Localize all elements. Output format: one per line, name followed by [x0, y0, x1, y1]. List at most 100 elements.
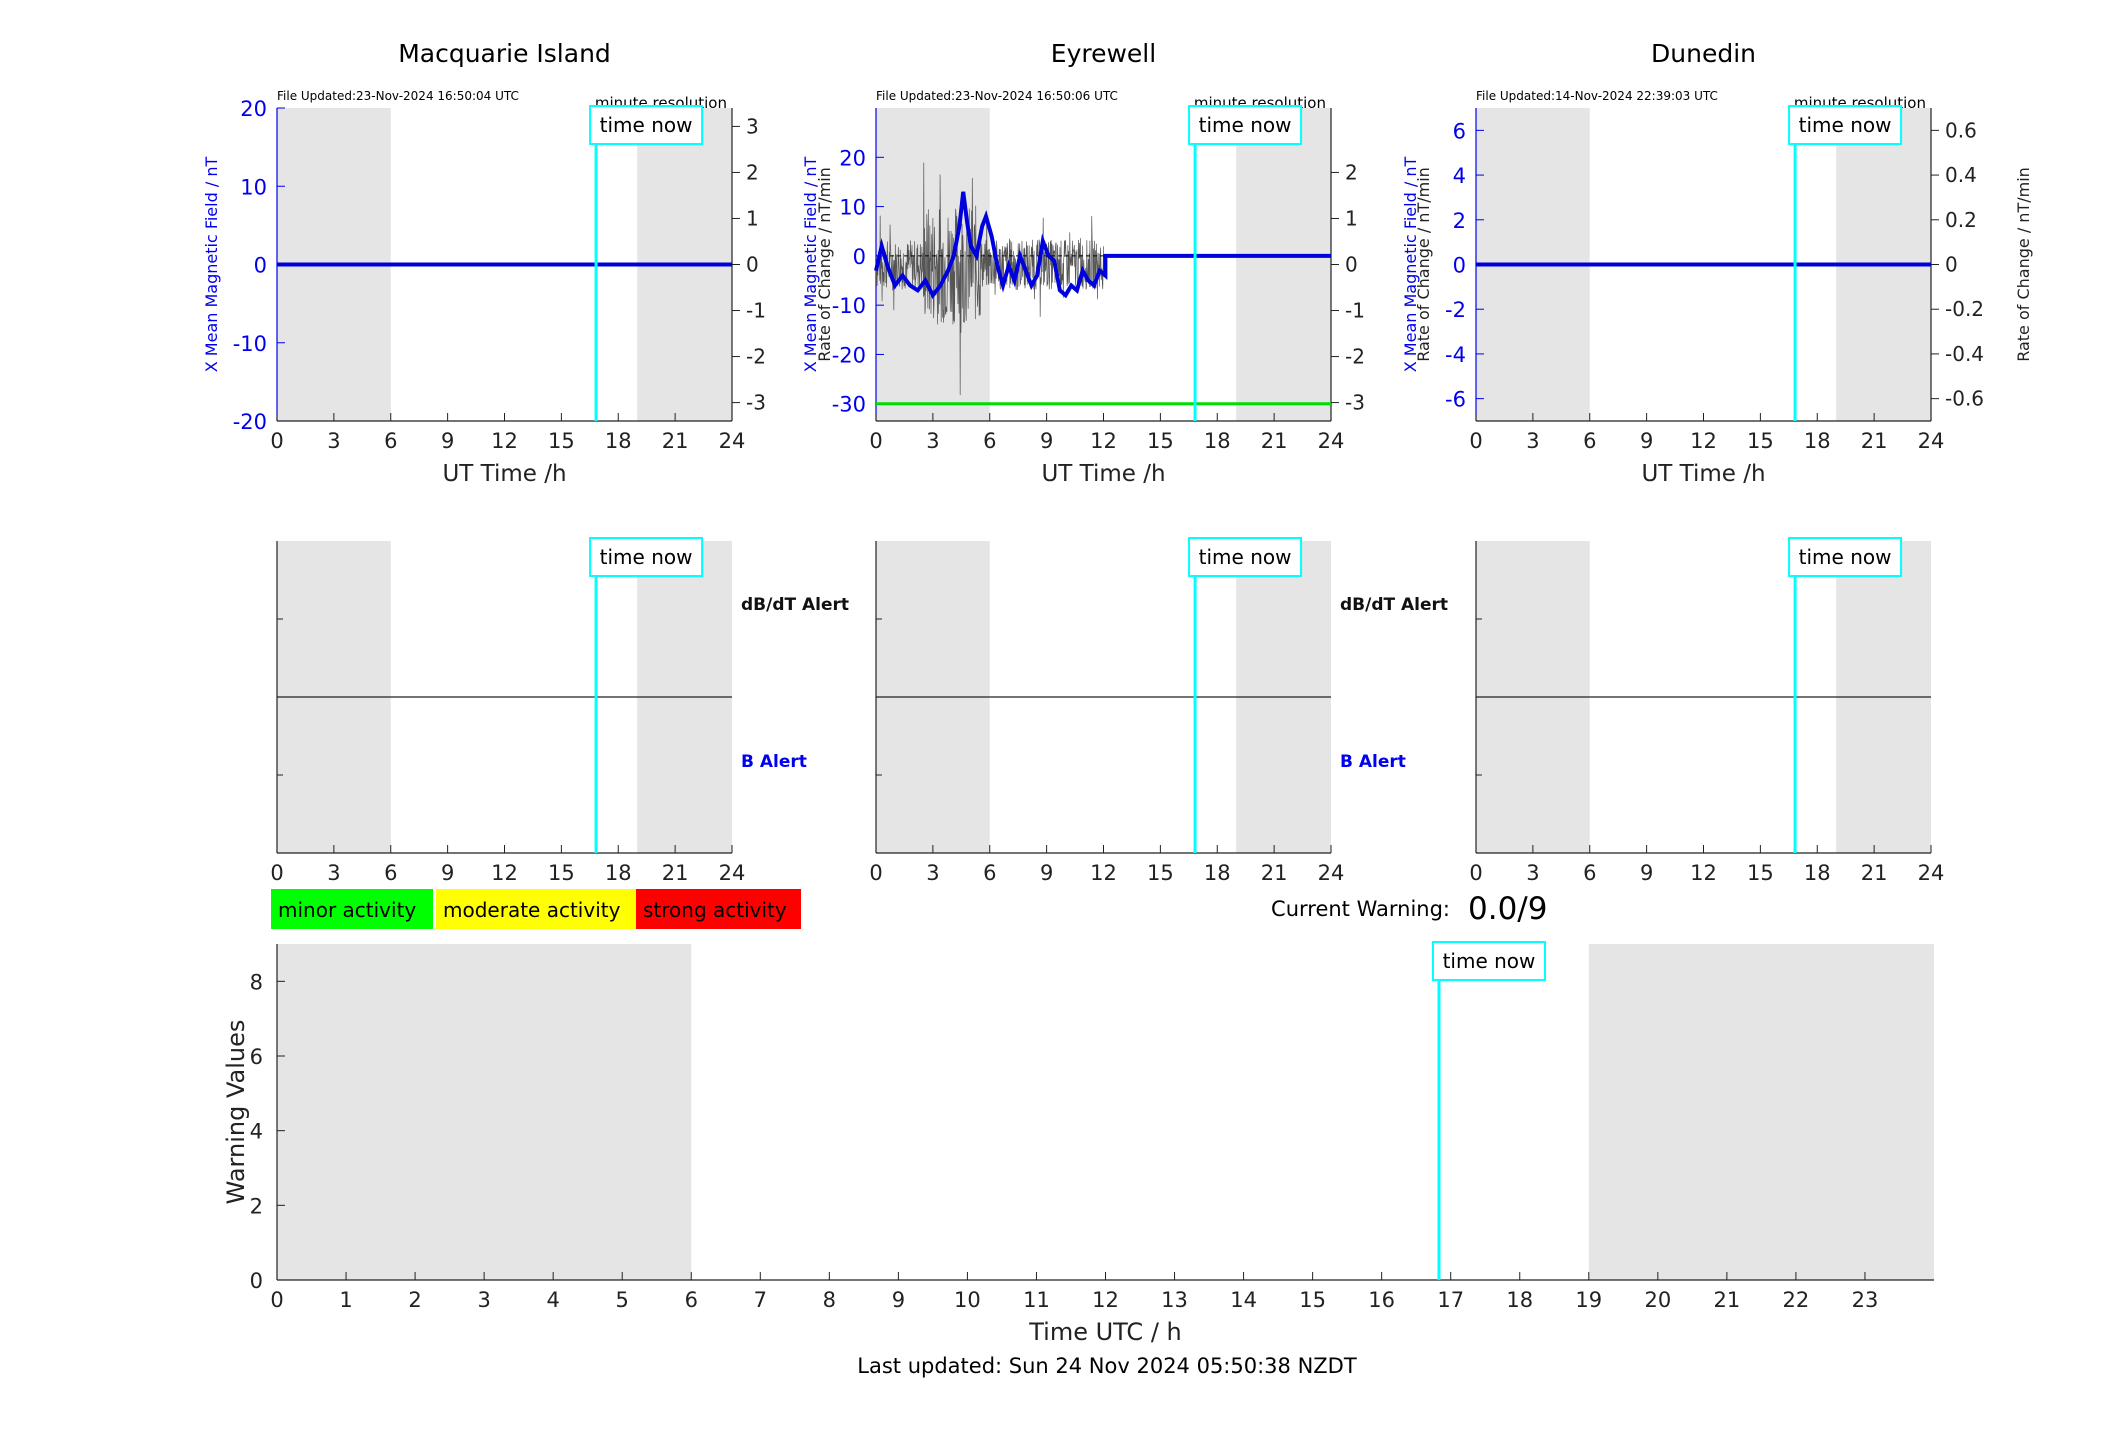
x-tick-label: 15	[548, 861, 575, 885]
magnetometer-panel-0: Macquarie Island File Updated:23-Nov-2024…	[202, 39, 834, 487]
x-tick-label: 15	[1299, 1288, 1326, 1312]
y-tick-label-left: 6	[1453, 119, 1466, 143]
x-tick-label: 2	[408, 1288, 421, 1312]
y-label-left: X Mean Magnetic Field / nT	[202, 157, 221, 373]
x-tick-label: 12	[1690, 861, 1717, 885]
x-tick-label: 21	[1261, 861, 1288, 885]
x-tick-label: 0	[869, 861, 882, 885]
y-tick-label-left: 10	[240, 175, 267, 199]
current-warning: Current Warning: 0.0/9	[1271, 891, 1547, 927]
x-tick-label: 21	[1714, 1288, 1741, 1312]
minor-activity-legend-swatch	[271, 889, 433, 929]
y-tick-label: 8	[250, 970, 263, 994]
x-tick-label: 21	[662, 429, 689, 453]
x-tick-label: 12	[491, 429, 518, 453]
y-tick-label-right: -2	[1345, 345, 1365, 369]
x-tick-label: 4	[546, 1288, 559, 1312]
db-dt-alert-label: dB/dT Alert	[1340, 595, 1448, 615]
x-tick-label: 20	[1644, 1288, 1671, 1312]
time-now-box	[589, 105, 704, 145]
x-tick-label: 12	[1090, 429, 1117, 453]
y-tick-label-right: 0	[1945, 253, 1958, 277]
panel-title: Eyrewell	[1051, 39, 1156, 68]
x-tick-label: 24	[719, 429, 746, 453]
x-tick-label: 9	[441, 861, 454, 885]
y-tick-label-left: -6	[1445, 388, 1466, 412]
mean-field-line	[874, 191, 1331, 300]
time-now-box	[1431, 941, 1546, 981]
x-tick-label: 12	[491, 861, 518, 885]
x-tick-label: 6	[685, 1288, 698, 1312]
y-tick-label-left: -4	[1445, 343, 1466, 367]
time-now-box	[1788, 537, 1903, 577]
file-updated: File Updated:14-Nov-2024 22:39:03 UTC	[1476, 89, 1718, 103]
x-tick-label: 5	[616, 1288, 629, 1312]
y-tick-label: 6	[250, 1045, 263, 1069]
y-tick-label-left: -20	[832, 343, 866, 367]
alert-panel-0: 0 3 6 9 12 15 18 21 24 dB/dT Alert B Alert time now	[270, 537, 849, 885]
panel-title: Macquarie Island	[398, 39, 611, 68]
x-tick-label: 17	[1437, 1288, 1464, 1312]
x-label: UT Time /h	[1641, 461, 1765, 487]
x-tick-label: 24	[1318, 861, 1345, 885]
x-tick-label: 15	[1147, 861, 1174, 885]
x-tick-label: 8	[823, 1288, 836, 1312]
y-tick-label-right: -1	[746, 299, 766, 323]
x-tick-label: 0	[270, 1288, 283, 1312]
x-tick-label: 24	[1318, 429, 1345, 453]
y-tick-label: 2	[250, 1194, 263, 1218]
x-tick-label: 6	[1583, 429, 1596, 453]
x-tick-label: 18	[605, 861, 632, 885]
y-tick-label-left: 4	[1453, 164, 1466, 188]
time-now-box	[1188, 105, 1303, 145]
x-tick-label: 21	[1861, 429, 1888, 453]
x-tick-label: 12	[1090, 861, 1117, 885]
y-tick-label-right: -0.2	[1945, 297, 1984, 321]
x-tick-label: 21	[662, 861, 689, 885]
x-tick-label: 12	[1092, 1288, 1119, 1312]
y-tick-label-left: -30	[832, 393, 866, 417]
magnetometer-panel-1: Eyrewell File Updated:23-Nov-2024 16:50:0…	[801, 39, 1433, 487]
x-tick-label: 22	[1783, 1288, 1810, 1312]
b-alert-label: B Alert	[1340, 752, 1406, 772]
file-updated: File Updated:23-Nov-2024 16:50:04 UTC	[277, 89, 519, 103]
y-tick-label-right: 2	[1345, 160, 1358, 184]
y-tick-label-left: -10	[233, 332, 267, 356]
y-tick-label-right: 0	[1345, 253, 1358, 277]
y-tick-label-left: 2	[1453, 209, 1466, 233]
x-tick-label: 18	[1204, 429, 1231, 453]
night-shade	[1236, 108, 1331, 421]
x-tick-label: 0	[1469, 429, 1482, 453]
y-label-left: X Mean Magnetic Field / nT	[1401, 157, 1420, 373]
y-tick-label-left: 0	[254, 254, 267, 278]
x-tick-label: 15	[1747, 861, 1774, 885]
y-tick-label-left: 0	[853, 245, 866, 269]
time-now-label: time now	[1199, 113, 1292, 137]
x-tick-label: 1	[339, 1288, 352, 1312]
x-tick-label: 24	[1918, 861, 1945, 885]
y-tick-label-right: 0.4	[1945, 163, 1977, 187]
y-tick-label-left: 20	[839, 146, 866, 170]
x-tick-label: 3	[327, 429, 340, 453]
x-tick-label: 0	[270, 861, 283, 885]
time-now-box	[1788, 105, 1903, 145]
x-tick-label: 12	[1690, 429, 1717, 453]
x-tick-label: 23	[1852, 1288, 1879, 1312]
x-tick-label: 6	[983, 861, 996, 885]
y-tick-label: 4	[250, 1120, 263, 1144]
moderate-activity-legend-swatch	[436, 889, 636, 929]
x-tick-label: 9	[1640, 861, 1653, 885]
y-tick-label-left: -10	[832, 294, 866, 318]
x-tick-label: 15	[1747, 429, 1774, 453]
y-tick-label-right: -3	[1345, 391, 1365, 415]
x-tick-label: 13	[1161, 1288, 1188, 1312]
x-tick-label: 3	[1526, 429, 1539, 453]
time-now-box	[589, 537, 704, 577]
y-tick-label-right: 1	[746, 206, 759, 230]
minor-activity-legend-label: minor activity	[278, 898, 416, 922]
y-tick-label-left: 0	[1453, 254, 1466, 278]
x-tick-label: 9	[892, 1288, 905, 1312]
y-tick-label-right: -3	[746, 391, 766, 415]
